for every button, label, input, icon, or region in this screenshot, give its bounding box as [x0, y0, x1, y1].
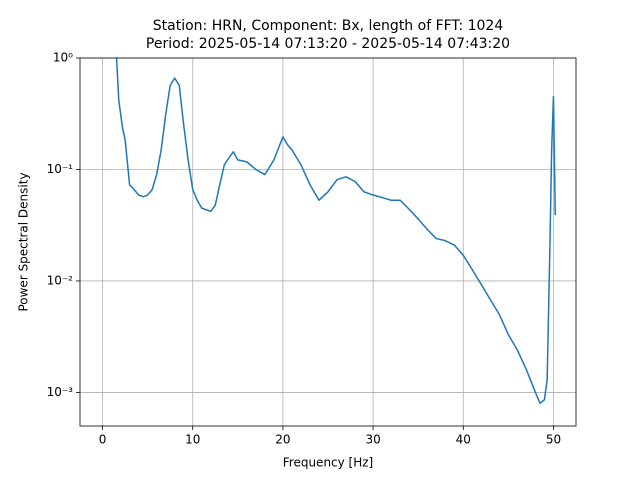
y-tick-label: 10⁰ [53, 51, 73, 65]
plot-area [115, 58, 557, 404]
x-tick-label: 20 [275, 433, 290, 447]
axes-frame [79, 57, 577, 427]
x-tick-label: 10 [185, 433, 200, 447]
x-tick-label: 0 [99, 433, 107, 447]
x-tick-label: 40 [456, 433, 471, 447]
grid [80, 57, 576, 426]
y-tick-label: 10⁻¹ [47, 162, 74, 176]
y-tick-label: 10⁻³ [47, 385, 74, 399]
x-axis-label: Frequency [Hz] [283, 456, 374, 470]
data-line [115, 58, 557, 404]
y-tick-label: 10⁻² [47, 273, 74, 287]
chart-subtitle: Period: 2025-05-14 07:13:20 - 2025-05-14… [146, 36, 510, 52]
chart-title: Station: HRN, Component: Bx, length of F… [153, 18, 504, 34]
x-tick-label: 50 [546, 433, 561, 447]
x-tick-label: 30 [365, 433, 380, 447]
y-axis-label: Power Spectral Density [17, 172, 31, 311]
